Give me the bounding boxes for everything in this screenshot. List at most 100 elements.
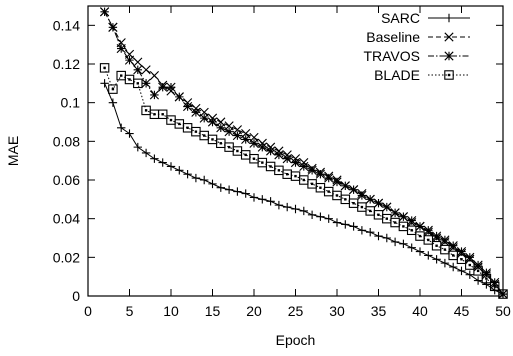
square-marker-dot <box>186 126 189 129</box>
square-marker-dot <box>103 66 106 70</box>
square-marker-dot <box>402 225 405 228</box>
plus-marker <box>390 237 400 247</box>
square-marker-dot <box>452 254 455 257</box>
cross-marker <box>444 32 454 42</box>
y-axis-title: MAE <box>5 136 21 166</box>
plus-marker <box>175 166 184 175</box>
x-tick-label: 20 <box>246 303 262 319</box>
y-tick-label: 0.06 <box>53 172 80 188</box>
plus-marker <box>415 247 425 256</box>
square-marker-dot <box>211 138 214 141</box>
square-marker-dot <box>319 186 322 189</box>
plus-marker <box>332 218 342 227</box>
star-marker <box>481 268 491 278</box>
star-marker <box>257 142 267 152</box>
square-marker-dot <box>327 190 330 193</box>
series-line <box>104 11 504 295</box>
plus-marker <box>274 200 284 210</box>
square-marker-dot <box>269 165 272 168</box>
square-marker-dot <box>128 78 131 81</box>
square-marker-dot <box>369 209 372 213</box>
plus-marker <box>374 231 383 241</box>
legend-entry-blade: BLADE <box>374 67 470 83</box>
plus-marker <box>258 195 267 204</box>
plus-marker <box>191 173 201 183</box>
square-marker-dot <box>485 277 488 280</box>
square-marker <box>108 84 118 94</box>
star-marker <box>158 82 168 92</box>
square-marker-dot <box>111 87 115 91</box>
star-marker <box>324 173 334 183</box>
plus-marker <box>449 262 458 272</box>
x-axis-title: Epoch <box>276 332 316 348</box>
star-marker <box>407 216 417 226</box>
plus-marker <box>224 185 234 194</box>
y-tick-label: 0 <box>72 288 80 304</box>
legend: SARC Baseline TRAVOS BLADE <box>363 10 470 83</box>
square-marker-dot <box>161 113 164 116</box>
x-tick-label: 35 <box>371 303 387 319</box>
star-marker <box>100 7 110 17</box>
plus-marker <box>424 251 433 260</box>
y-tick-label: 0.08 <box>53 133 80 149</box>
plus-marker <box>166 162 176 171</box>
plus-marker <box>141 148 151 158</box>
star-marker <box>216 123 226 133</box>
square-marker-dot <box>310 182 314 186</box>
star-marker <box>299 161 309 172</box>
x-tick-label: 50 <box>495 303 511 319</box>
y-tick-label: 0.12 <box>53 56 80 72</box>
cross-marker <box>141 65 151 75</box>
y-tick-label: 0.02 <box>53 249 80 265</box>
star-marker <box>183 101 193 112</box>
square-marker <box>444 70 454 80</box>
plus-marker <box>208 179 217 189</box>
star-marker <box>133 65 143 75</box>
plus-marker <box>133 142 142 152</box>
star-marker <box>357 190 367 201</box>
square-marker-dot <box>219 142 222 145</box>
plus-marker <box>233 187 242 196</box>
square-marker-dot <box>136 82 139 85</box>
square-marker-dot <box>203 134 206 137</box>
plus-marker <box>100 79 109 88</box>
star-marker <box>241 134 251 144</box>
square-marker-dot <box>460 258 463 261</box>
x-tick-label: 40 <box>412 303 428 319</box>
plus-marker <box>200 175 209 185</box>
x-tick-label: 45 <box>454 303 470 319</box>
plus-marker <box>444 13 454 23</box>
square-marker-dot <box>344 198 347 201</box>
star-marker <box>266 146 276 156</box>
square-marker-dot <box>360 205 364 209</box>
star-marker <box>340 181 350 191</box>
square-marker-dot <box>435 244 438 247</box>
plus-marker <box>117 123 126 132</box>
square-marker-dot <box>178 122 181 126</box>
plus-marker <box>366 228 375 237</box>
plus-marker <box>291 204 300 214</box>
square-marker-dot <box>385 217 388 220</box>
square-marker-dot <box>294 174 297 178</box>
plus-marker <box>125 129 134 138</box>
plus-marker <box>341 220 350 229</box>
plus-marker <box>399 239 408 248</box>
cross-marker <box>149 71 159 81</box>
square-marker-dot <box>418 234 422 238</box>
x-tick-label: 5 <box>126 303 134 319</box>
star-marker <box>473 260 483 270</box>
star-marker <box>116 43 126 54</box>
x-tick-label: 10 <box>163 303 179 319</box>
cross-marker <box>133 57 143 67</box>
star-marker <box>365 194 375 204</box>
square-marker-dot <box>227 145 231 149</box>
square-marker-dot <box>120 74 123 77</box>
star-marker <box>307 165 317 175</box>
plus-marker <box>457 266 466 276</box>
square-marker-dot <box>410 229 413 232</box>
star-marker <box>398 212 408 222</box>
plus-marker <box>407 243 416 252</box>
square-marker-dot <box>261 161 264 164</box>
plus-marker <box>432 255 441 264</box>
